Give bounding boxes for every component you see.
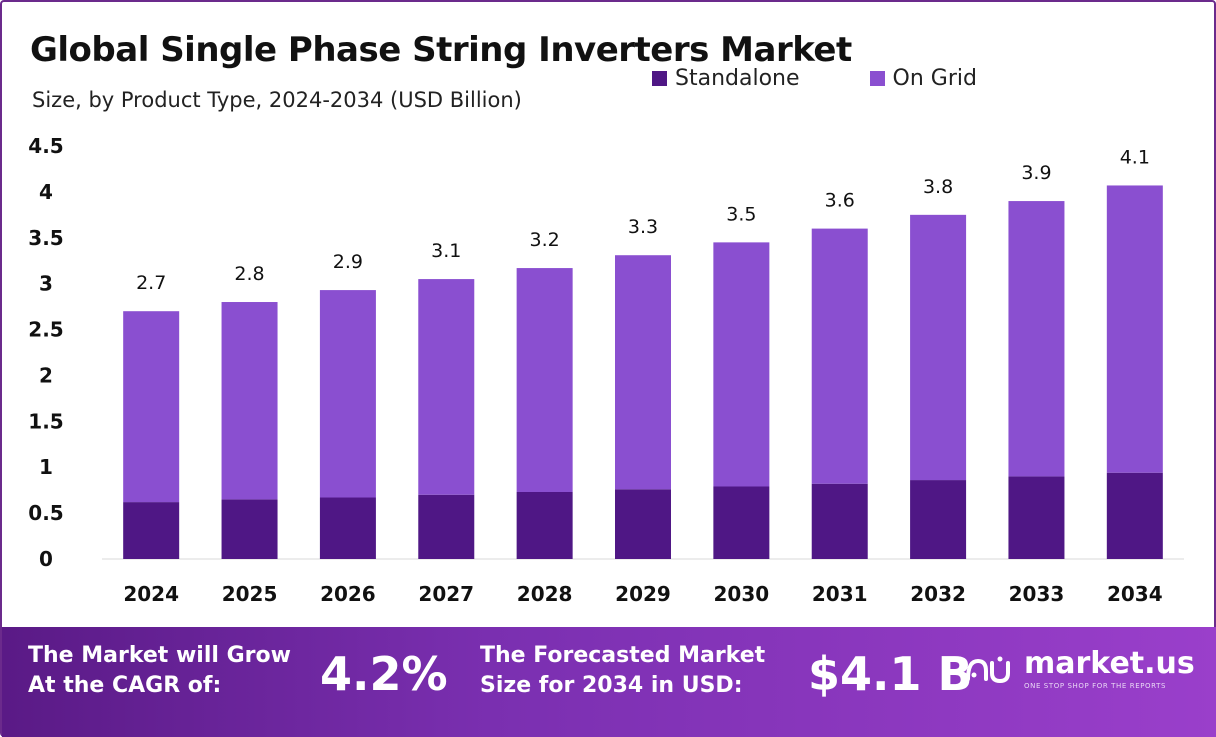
footer-banner: The Market will Grow At the CAGR of: 4.2… [2, 627, 1216, 737]
bar-on-grid-2034 [1106, 185, 1163, 473]
y-tick-label: 4 [39, 180, 53, 204]
bar-standalone-2029 [615, 489, 671, 559]
y-tick-label: 1.5 [28, 409, 63, 433]
x-tick-label: 2032 [910, 582, 966, 606]
x-tick-label: 2030 [714, 582, 770, 606]
bar-standalone-2026 [319, 497, 376, 559]
y-tick-label: 2 [39, 363, 53, 387]
bar-on-grid-2031 [811, 228, 868, 484]
cagr-caption: The Market will Grow At the CAGR of: [28, 641, 291, 701]
data-label-total: 3.8 [923, 176, 953, 198]
legend-item-standalone: Standalone [652, 66, 800, 91]
bar-standalone-2031 [811, 483, 868, 559]
brand-logo[interactable]: market.us ONE STOP SHOP FOR THE REPORTS [964, 649, 1195, 690]
bar-on-grid-2033 [1008, 201, 1065, 477]
y-tick-label: 3 [39, 272, 53, 296]
bar-standalone-2024 [123, 502, 180, 559]
data-label-total: 4.1 [1120, 146, 1150, 168]
bar-chart: 0 0.5 1 1.5 2 2.5 3 3.5 4 4.5 2.7 2024 2.8 2025 2.9 202… [28, 134, 1184, 606]
x-tick-label: 2027 [418, 582, 474, 606]
forecast-caption-line2: Size for 2034 in USD: [480, 673, 743, 698]
bar-on-grid-2027 [418, 279, 475, 495]
bar-standalone-2028 [516, 492, 573, 559]
y-tick-label: 0.5 [28, 501, 63, 525]
cagr-caption-line2: At the CAGR of: [28, 673, 222, 698]
chart-subtitle: Size, by Product Type, 2024-2034 (USD Bi… [32, 88, 522, 112]
legend-item-on-grid: On Grid [869, 66, 977, 91]
x-tick-label: 2033 [1009, 582, 1065, 606]
legend-swatch-standalone [652, 71, 667, 86]
bar-standalone-2030 [713, 486, 770, 559]
data-label-total: 2.9 [333, 251, 363, 273]
chart-title: Global Single Phase String Inverters Mar… [30, 30, 852, 70]
y-tick-label: 4.5 [28, 134, 63, 158]
x-tick-label: 2025 [222, 582, 278, 606]
x-tick-label: 2026 [320, 582, 376, 606]
legend-label-standalone: Standalone [675, 66, 800, 91]
cagr-caption-line1: The Market will Grow [28, 643, 291, 668]
legend: Standalone On Grid [652, 66, 977, 91]
bar-on-grid-2028 [516, 268, 573, 493]
data-label-total: 3.9 [1021, 162, 1051, 184]
data-label-total: 3.3 [628, 216, 658, 238]
bar-on-grid-2032 [910, 214, 967, 481]
bar-on-grid-2029 [615, 255, 671, 490]
bar-standalone-2033 [1008, 476, 1065, 559]
x-tick-label: 2028 [517, 582, 573, 606]
data-label-total: 2.7 [136, 272, 166, 294]
x-tick-label: 2024 [123, 582, 179, 606]
market-us-logo-icon [964, 653, 1016, 687]
data-label-total: 3.1 [431, 240, 461, 262]
bar-on-grid-2030 [713, 242, 770, 487]
brand-tagline: ONE STOP SHOP FOR THE REPORTS [1024, 682, 1167, 690]
x-tick-label: 2034 [1107, 582, 1163, 606]
y-tick-label: 1 [39, 455, 53, 479]
data-label-total: 3.6 [825, 190, 855, 212]
forecast-caption-line1: The Forecasted Market [480, 643, 766, 668]
bar-on-grid-2024 [123, 311, 180, 503]
legend-label-on-grid: On Grid [892, 66, 977, 91]
data-label-total: 3.5 [726, 203, 756, 225]
cagr-value: 4.2% [320, 647, 448, 701]
forecast-value: $4.1 B [808, 647, 973, 701]
x-tick-label: 2029 [615, 582, 671, 606]
y-tick-label: 0 [39, 547, 53, 571]
x-tick-label: 2031 [812, 582, 868, 606]
bar-on-grid-2026 [319, 290, 376, 498]
bar-standalone-2032 [910, 480, 967, 559]
forecast-caption: The Forecasted Market Size for 2034 in U… [480, 641, 765, 701]
brand-text: market.us ONE STOP SHOP FOR THE REPORTS [1024, 646, 1195, 691]
y-tick-label: 2.5 [28, 318, 63, 342]
legend-swatch-on-grid [869, 71, 885, 86]
bar-on-grid-2025 [221, 302, 278, 500]
bar-standalone-2025 [221, 499, 278, 559]
bar-standalone-2034 [1106, 472, 1163, 559]
data-label-total: 3.2 [530, 229, 560, 251]
brand-name: market.us [1024, 646, 1195, 681]
y-tick-label: 3.5 [28, 226, 63, 250]
data-label-total: 2.8 [234, 263, 264, 285]
bar-standalone-2027 [418, 494, 475, 559]
